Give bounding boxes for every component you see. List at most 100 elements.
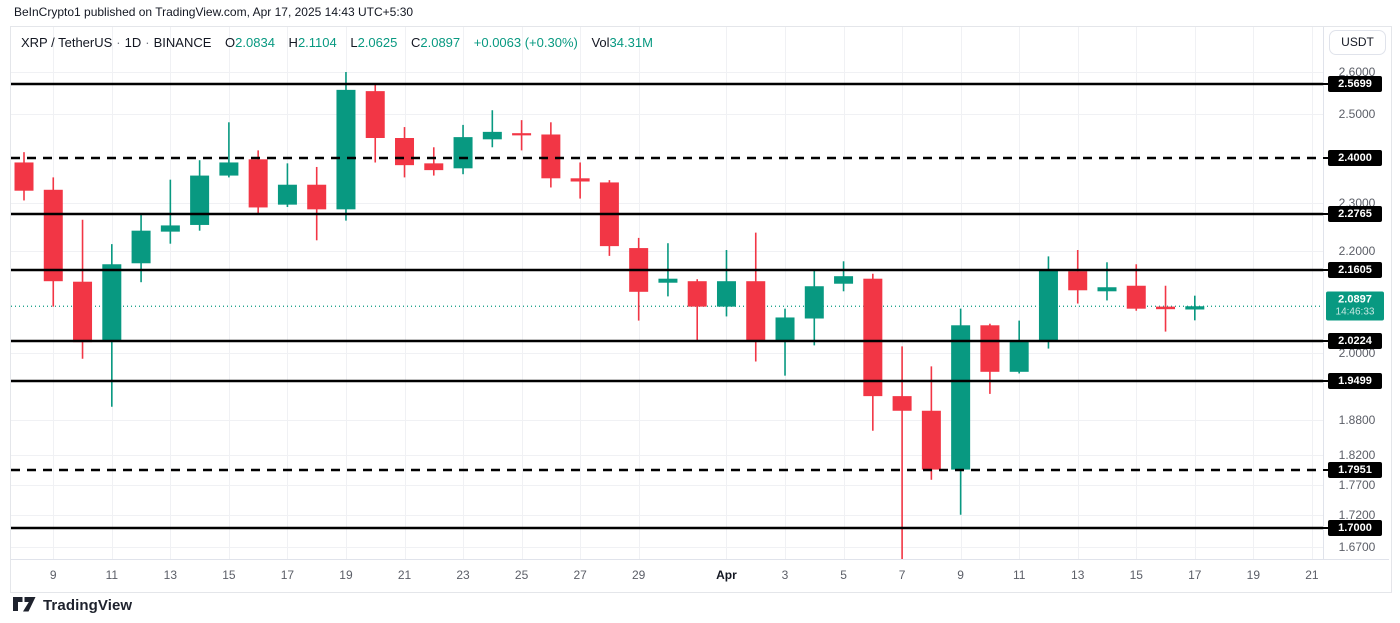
time-label: 15 — [1129, 568, 1143, 582]
ohlc-open: O2.0834 — [225, 35, 275, 50]
legend: XRP / TetherUS · 1D · BINANCE O2.0834 H2.110… — [21, 35, 653, 50]
time-label: 25 — [514, 568, 529, 582]
open-value: 2.0834 — [235, 35, 275, 50]
time-label: 13 — [163, 568, 178, 582]
candle-body — [43, 189, 63, 282]
candle-body — [980, 325, 1000, 372]
chart-pane[interactable]: XRP / TetherUS · 1D · BINANCE O2.0834 H2.110… — [11, 27, 1323, 559]
ohlc-close: C2.0897 — [411, 35, 460, 50]
price-tick-label: 1.6700 — [1338, 540, 1376, 555]
candle-body — [1009, 341, 1029, 372]
candle-body — [658, 278, 678, 283]
candle-body — [716, 281, 736, 307]
chart-widget: XRP / TetherUS · 1D · BINANCE O2.0834 H2.110… — [10, 26, 1392, 593]
interval-label: 1D — [124, 35, 142, 50]
level-price-badge: 2.1605 — [1323, 262, 1382, 279]
close-value: 2.0897 — [420, 35, 461, 50]
candle-body — [190, 175, 210, 225]
level-price-badge: 2.2765 — [1323, 206, 1382, 223]
time-label: 21 — [397, 568, 412, 582]
candle-body — [102, 264, 122, 342]
level-price-badge: 1.9499 — [1323, 372, 1382, 389]
candle-body — [1097, 287, 1117, 292]
candle-body — [1068, 271, 1088, 291]
level-price-badge: 2.0224 — [1323, 333, 1382, 350]
low-label: L — [350, 35, 358, 50]
candle-body — [951, 325, 971, 470]
tradingview-logo-icon — [13, 597, 36, 612]
candle-body — [482, 131, 502, 140]
price-tick-label: 2.0000 — [1338, 346, 1376, 361]
chart-canvas[interactable] — [11, 27, 1323, 559]
high-label: H — [288, 35, 298, 50]
dot-separator: · — [116, 35, 121, 50]
candle-body — [453, 137, 473, 169]
tradingview-logo[interactable]: TradingView — [13, 597, 132, 614]
level-price-badge: 1.7000 — [1323, 519, 1382, 536]
close-label: C — [410, 35, 421, 50]
time-label: 9 — [49, 568, 57, 582]
candle-body — [307, 184, 327, 210]
level-price-badge: 2.5699 — [1323, 76, 1382, 93]
tradingview-logo-text: TradingView — [43, 597, 133, 614]
level-price-badge: 1.7951 — [1323, 461, 1382, 478]
candle-body — [687, 281, 707, 307]
time-label: 21 — [1305, 568, 1319, 582]
dot-separator: · — [145, 35, 150, 50]
time-label: 19 — [339, 568, 353, 582]
candle-body — [248, 159, 268, 208]
symbol-name: XRP / TetherUS — [21, 35, 113, 50]
ohlc-high: H2.1104 — [289, 35, 337, 50]
time-label: 17 — [280, 568, 295, 582]
candle-body — [219, 162, 239, 176]
level-price-badge: 2.4000 — [1323, 149, 1382, 166]
time-axis[interactable]: 9 11 13 15 17 19 21 23 25 27 29 Apr 3 5 7 9 11 13 15 17 19 21 — [11, 559, 1389, 591]
ohlc-low: L2.0625 — [350, 35, 397, 50]
candle-body — [131, 230, 151, 264]
candle-body — [424, 163, 444, 171]
candle-body — [1156, 306, 1176, 310]
time-label: Apr — [716, 568, 737, 582]
candle-body — [1126, 285, 1146, 309]
time-label: 7 — [898, 568, 906, 582]
time-label: 5 — [840, 568, 847, 582]
candle-body — [892, 396, 912, 411]
candle-body — [804, 286, 824, 319]
price-tick-label: 1.7700 — [1338, 477, 1376, 492]
time-label: 11 — [1012, 568, 1026, 582]
time-label: 11 — [105, 568, 119, 582]
currency-button[interactable]: USDT — [1329, 30, 1386, 55]
volume-value: 34.31M — [609, 35, 653, 50]
price-tick-label: 1.8800 — [1338, 412, 1376, 427]
countdown-timer: 14:46:33 — [1335, 306, 1375, 318]
candle-body — [1038, 270, 1058, 342]
volume: Vol34.31M — [591, 35, 652, 50]
time-label: 13 — [1071, 568, 1085, 582]
candle-body — [336, 89, 356, 210]
price-axis[interactable]: USDT 2.0897 14:46:33 2.6000 2.5000 2.3000 2… — [1323, 27, 1390, 559]
price-tick-label: 2.5000 — [1338, 106, 1376, 121]
time-label: 9 — [957, 568, 964, 582]
volume-label: Vol — [591, 35, 610, 50]
candle-body — [541, 134, 561, 179]
candle-body — [160, 225, 180, 232]
candle-body — [746, 281, 766, 341]
price-tick-label: 2.2000 — [1338, 243, 1376, 258]
time-label: 23 — [456, 568, 470, 582]
candle-body — [365, 91, 385, 139]
candle-body — [863, 278, 883, 397]
high-value: 2.1104 — [297, 35, 337, 50]
candle-body — [14, 162, 34, 191]
candle-body — [395, 138, 415, 166]
time-label: 27 — [573, 568, 587, 582]
price-tick-label: 1.8200 — [1338, 447, 1376, 462]
last-price-badge: 2.0897 14:46:33 — [1326, 291, 1384, 321]
candle-body — [277, 184, 297, 205]
candle-body — [512, 133, 532, 136]
candle-body — [775, 317, 795, 341]
time-label: 17 — [1188, 568, 1202, 582]
exchange-label: BINANCE — [153, 35, 212, 50]
price-tick-label: 1.7200 — [1338, 508, 1376, 523]
low-value: 2.0625 — [357, 35, 398, 50]
candle-body — [921, 410, 941, 470]
